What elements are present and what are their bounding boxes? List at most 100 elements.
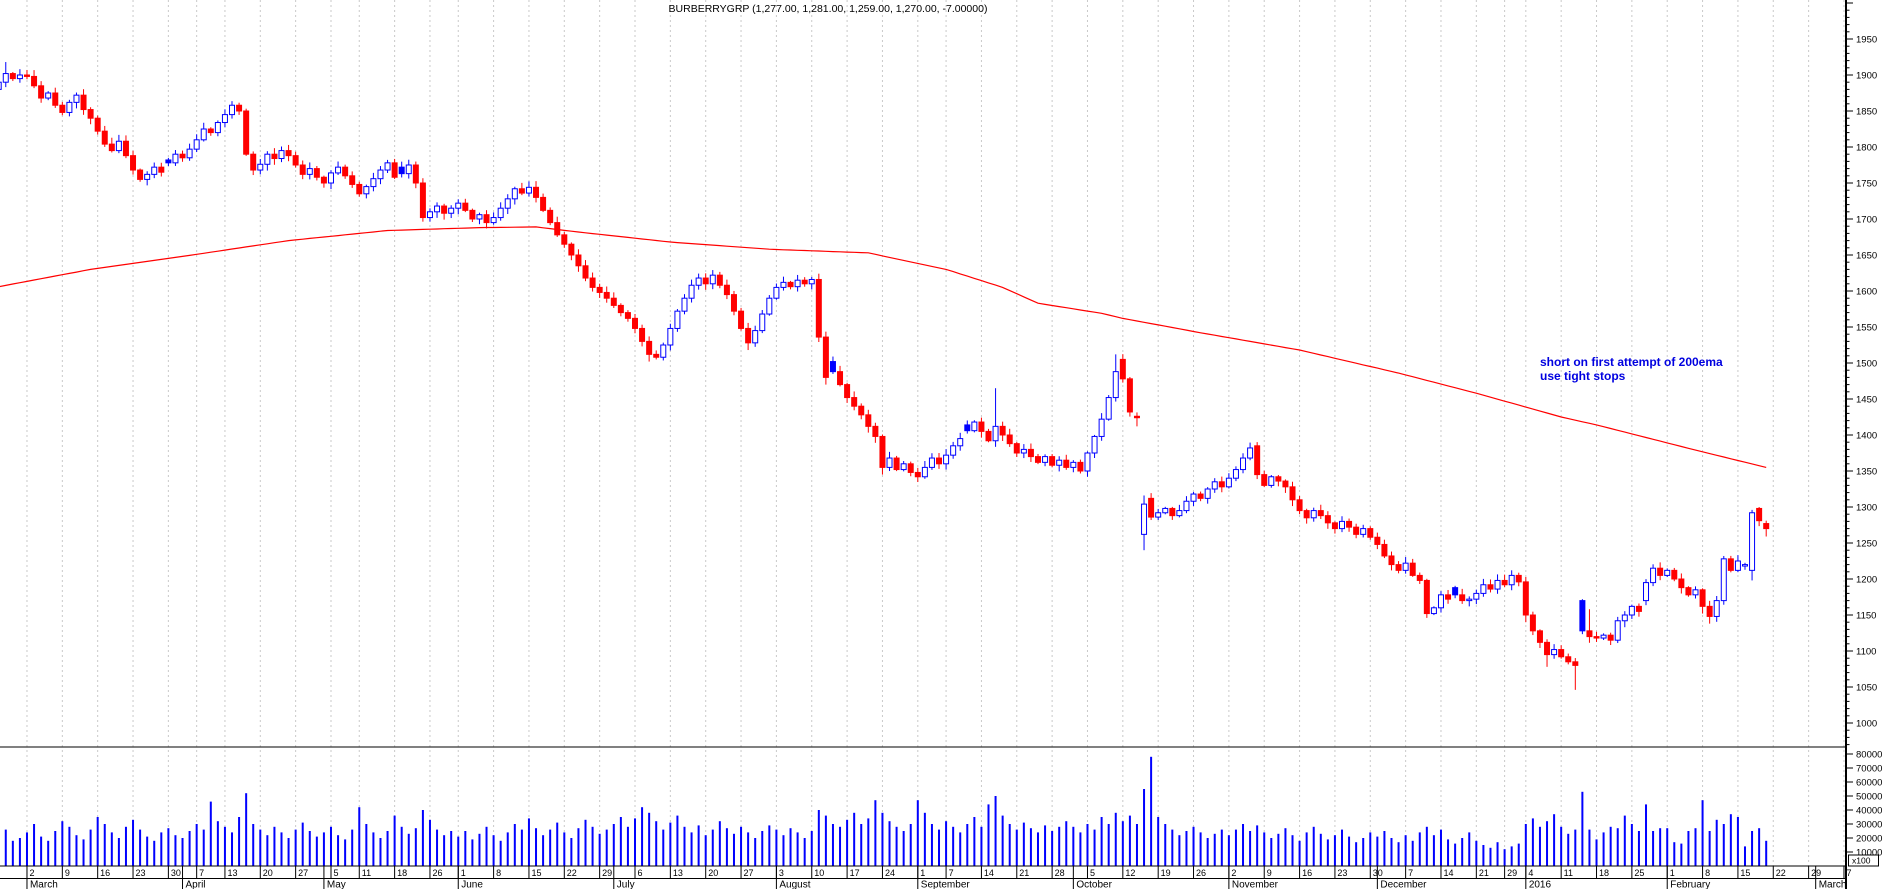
volume-bar	[796, 832, 799, 866]
volume-bar	[400, 826, 403, 866]
volume-bar	[478, 833, 481, 866]
volume-bar	[959, 832, 962, 866]
date-tick-label: 15	[531, 868, 541, 878]
candle	[1296, 495, 1303, 515]
volume-bar	[577, 828, 580, 866]
volume-bar	[549, 829, 552, 866]
volume-bar	[1036, 832, 1039, 866]
candle	[1409, 558, 1416, 577]
price-tick-label: 1250	[1856, 539, 1877, 550]
volume-bar	[1652, 831, 1655, 866]
volume-bar	[54, 831, 57, 866]
candle	[448, 205, 455, 219]
candle	[1395, 561, 1402, 574]
volume-bar	[1326, 839, 1329, 866]
volume-bar	[68, 826, 71, 866]
volume-bar	[1107, 824, 1110, 866]
price-tick-label: 1800	[1856, 143, 1877, 154]
volume-bar	[831, 824, 834, 866]
volume-bar	[1765, 840, 1768, 866]
candle	[1459, 588, 1466, 604]
candle	[172, 150, 179, 166]
candle	[511, 186, 518, 205]
volume-bar	[1157, 817, 1160, 866]
date-tick-label: 20	[263, 868, 273, 878]
candle	[1289, 481, 1296, 507]
volume-bar	[513, 824, 516, 866]
volume-bar	[188, 831, 191, 866]
volume-bar	[1376, 836, 1379, 866]
volume-bar	[139, 829, 142, 866]
candle	[639, 324, 646, 347]
candle	[9, 71, 16, 82]
candle	[426, 208, 433, 222]
volume-bar	[1425, 826, 1428, 866]
volume-bar	[895, 826, 898, 866]
candle	[985, 428, 992, 443]
candle	[815, 273, 822, 343]
candle	[1473, 589, 1480, 605]
candle	[1232, 466, 1239, 482]
volume-bar	[1284, 828, 1287, 866]
date-tick-label: 2	[1231, 868, 1236, 878]
candle	[299, 160, 306, 180]
volume-bar	[1291, 835, 1294, 866]
volume-bar	[747, 832, 750, 866]
candle	[752, 325, 759, 347]
candle	[2, 62, 9, 88]
candle	[1240, 453, 1247, 474]
candle	[575, 249, 582, 272]
volume-bar	[216, 821, 219, 866]
candle	[674, 309, 681, 332]
volume-bar	[464, 831, 467, 866]
date-tick-label: 30	[171, 868, 181, 878]
price-tick-label: 1600	[1856, 287, 1877, 298]
volume-bar	[1093, 829, 1096, 866]
candle	[1572, 658, 1579, 690]
volume-bar	[1432, 835, 1435, 866]
volume-bar	[160, 832, 163, 866]
date-tick-label: 8	[1705, 868, 1710, 878]
volume-bar	[966, 824, 969, 866]
date-tick-label: 25	[1634, 868, 1644, 878]
volume-bar	[1022, 822, 1025, 866]
candle	[137, 168, 144, 182]
candle	[271, 148, 278, 165]
date-tick-label: 28	[1055, 868, 1065, 878]
volume-bar	[584, 819, 587, 866]
candle	[1310, 507, 1317, 522]
volume-bar	[648, 812, 651, 866]
date-tick-label: 7	[949, 868, 954, 878]
volume-bar	[1355, 842, 1358, 866]
volume-bar	[563, 832, 566, 866]
date-tick-label: 15	[1740, 868, 1750, 878]
date-tick-label: 23	[1337, 868, 1347, 878]
date-tick-label: 26	[432, 868, 442, 878]
candle	[1515, 572, 1522, 587]
volume-bar	[1298, 840, 1301, 866]
candle	[1162, 506, 1169, 515]
candle	[801, 277, 808, 287]
candle	[1756, 507, 1763, 527]
candle	[547, 207, 554, 226]
volume-bar	[1454, 843, 1457, 866]
month-label: October	[1076, 880, 1112, 889]
candle	[193, 134, 200, 153]
volume-bar	[683, 826, 686, 866]
candle	[412, 161, 419, 189]
volume-tick-label: 80000	[1856, 750, 1882, 761]
volume-bar	[1199, 832, 1202, 866]
candle	[151, 162, 158, 179]
volume-bar	[1616, 828, 1619, 866]
volume-bar	[1645, 804, 1648, 866]
candle	[822, 331, 829, 385]
month-label: February	[1670, 880, 1710, 889]
candle	[434, 202, 441, 218]
date-tick-label: 18	[1599, 868, 1609, 878]
candle	[179, 150, 186, 162]
candle	[893, 455, 900, 472]
date-tick-label: 20	[708, 868, 718, 878]
volume-bar	[358, 807, 361, 866]
candle	[1586, 609, 1593, 643]
